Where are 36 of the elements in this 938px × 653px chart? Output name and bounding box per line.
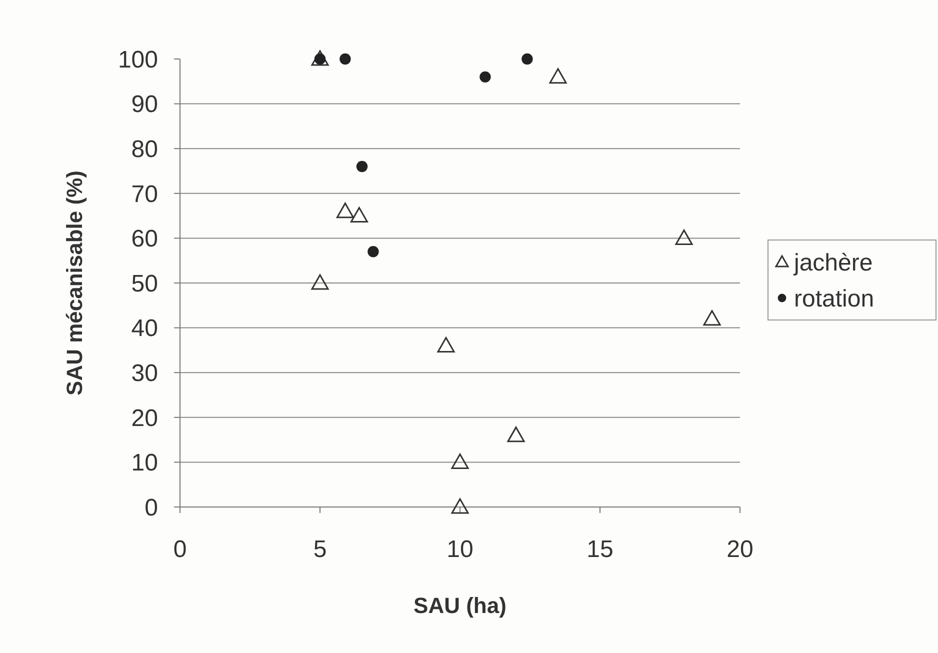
- point: [368, 246, 379, 258]
- point: [522, 53, 533, 65]
- point: [437, 336, 455, 352]
- point: [356, 160, 368, 172]
- point: [507, 426, 525, 442]
- legend-label: jachère: [793, 249, 873, 276]
- point: [451, 453, 469, 469]
- x-axis-title: SAU (ha): [414, 593, 506, 618]
- y-tick-label: 30: [131, 360, 158, 387]
- point: [451, 498, 469, 514]
- point: [549, 68, 567, 84]
- x-tick-label: 10: [446, 536, 474, 563]
- y-axis-title: SAU mécanisable (%): [62, 170, 87, 396]
- point: [311, 50, 329, 66]
- point: [480, 71, 491, 83]
- point: [336, 202, 354, 218]
- x-tick-label: 5: [313, 536, 327, 563]
- y-tick-label: 70: [131, 180, 158, 208]
- legend-label: rotation: [794, 285, 874, 312]
- point: [340, 53, 351, 65]
- point: [350, 207, 368, 223]
- y-tick-label: 90: [131, 91, 158, 118]
- point: [703, 310, 721, 326]
- y-tick-label: 10: [131, 450, 158, 477]
- y-tick-label: 40: [131, 315, 158, 342]
- y-tick-label: 80: [131, 136, 158, 163]
- y-tick-label: 50: [131, 270, 158, 298]
- x-tick-label: 0: [173, 536, 187, 563]
- x-tick-label: 20: [726, 536, 754, 563]
- point: [311, 274, 329, 290]
- y-tick-label: 100: [118, 46, 158, 74]
- point: [675, 229, 693, 245]
- y-tick-label: 0: [144, 494, 158, 522]
- y-tick-label: 20: [131, 404, 158, 432]
- x-tick-label: 15: [586, 536, 614, 563]
- y-tick-label: 60: [131, 226, 158, 253]
